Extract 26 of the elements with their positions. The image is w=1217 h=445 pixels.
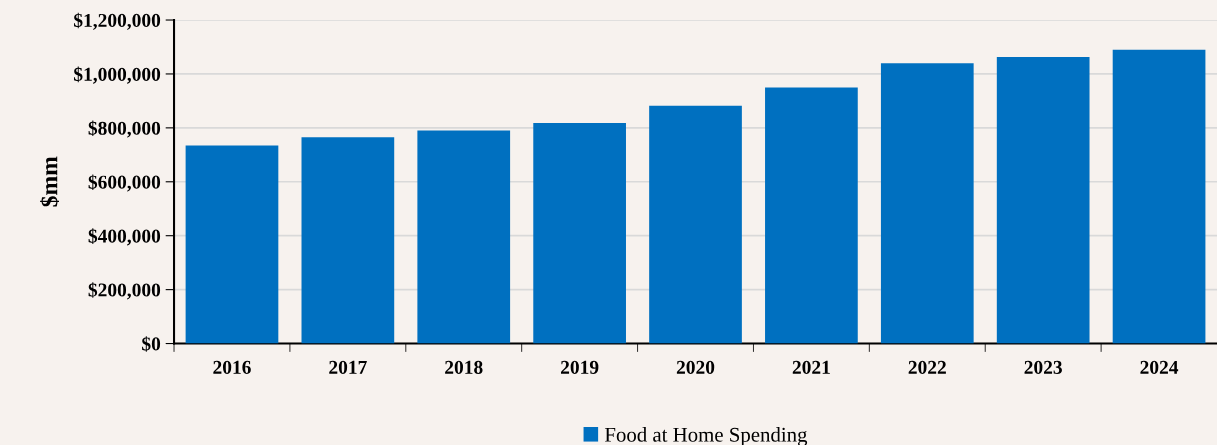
y-axis-title: $mm [40, 156, 59, 207]
y-tick-label: $200,000 [88, 282, 161, 300]
bar [765, 87, 858, 344]
bar [1112, 49, 1206, 344]
bar [880, 63, 974, 344]
x-tick-label: 2016 [213, 360, 251, 374]
bar [649, 105, 742, 344]
bar [301, 137, 395, 344]
bar [417, 130, 511, 344]
x-tick-label: 2021 [792, 360, 830, 374]
x-tick-label: 2019 [561, 360, 599, 374]
x-tick-label: 2017 [329, 360, 367, 374]
x-tick-label: 2020 [676, 360, 715, 374]
bar [185, 145, 279, 344]
x-tick-label: 2024 [1140, 360, 1179, 374]
y-tick-label: $800,000 [88, 120, 161, 138]
y-tick-label: $400,000 [88, 228, 161, 246]
y-tick-label: $1,000,000 [74, 66, 161, 84]
y-tick-label: $0 [142, 336, 161, 352]
bar [533, 123, 626, 344]
x-tick-label: 2018 [445, 360, 483, 374]
y-tick-label: $600,000 [88, 174, 161, 192]
y-tick-label: $1,200,000 [74, 12, 161, 30]
x-tick-label: 2022 [908, 360, 946, 374]
x-tick-label: 2023 [1024, 360, 1062, 374]
bar [996, 56, 1090, 344]
